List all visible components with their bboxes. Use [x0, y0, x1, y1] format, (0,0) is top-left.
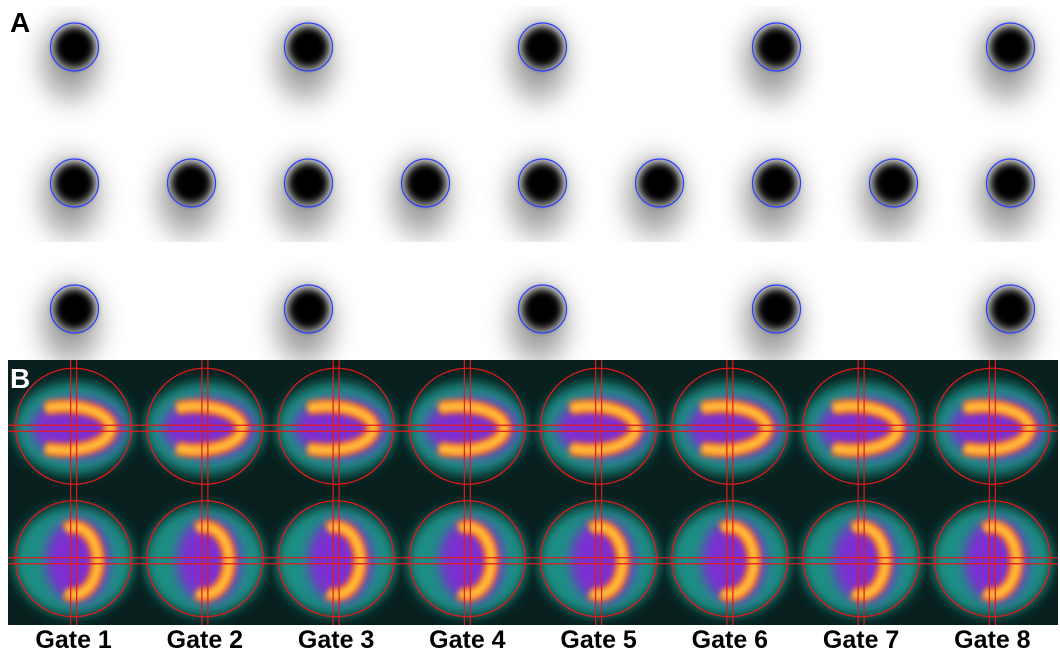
image-content [610, 137, 702, 257]
image-content [961, 137, 1053, 257]
spect-image [727, 1, 819, 121]
panel-a-label: A [10, 7, 30, 38]
core [991, 289, 1031, 329]
spect-image [259, 137, 351, 257]
core [289, 163, 329, 203]
gate-label: Gate 5 [560, 626, 637, 654]
image-content [727, 1, 819, 121]
image-content [259, 1, 351, 121]
image-content [142, 137, 234, 257]
gate-label: Gate 1 [35, 626, 112, 654]
core [289, 289, 329, 329]
spect-image [610, 137, 702, 257]
core [640, 163, 680, 203]
spect-image [259, 1, 351, 121]
image-content [376, 137, 468, 257]
image-content [25, 137, 117, 257]
core [874, 163, 914, 203]
core [55, 163, 95, 203]
spect-image [142, 137, 234, 257]
core [523, 163, 563, 203]
image-content [25, 1, 117, 121]
gate-label: Gate 8 [954, 626, 1031, 654]
spect-image [844, 137, 936, 257]
core [55, 27, 95, 67]
core [757, 289, 797, 329]
core [991, 163, 1031, 203]
spect-image [25, 137, 117, 257]
core [523, 27, 563, 67]
gate-label: Gate 7 [823, 626, 899, 654]
spect-image [727, 137, 819, 257]
core [289, 27, 329, 67]
core [55, 289, 95, 329]
core [523, 289, 563, 329]
spect-image [961, 137, 1053, 257]
core [757, 163, 797, 203]
spect-image [25, 1, 117, 121]
image-content [493, 1, 585, 121]
image-content [727, 137, 819, 257]
gate-label: Gate 3 [298, 626, 374, 654]
image-content [961, 1, 1053, 121]
core [757, 27, 797, 67]
panel-b-label: B [10, 363, 30, 394]
gate-label: Gate 2 [167, 626, 243, 654]
image-content [259, 137, 351, 257]
gate-label: Gate 6 [692, 626, 768, 654]
gate-label: Gate 4 [429, 626, 506, 654]
image-content [844, 137, 936, 257]
core [406, 163, 446, 203]
core [172, 163, 212, 203]
spect-image [493, 137, 585, 257]
spect-image [493, 1, 585, 121]
image-content [493, 137, 585, 257]
spect-image [376, 137, 468, 257]
core [991, 27, 1031, 67]
figure: A B Gate 1 Gate 2 Gate 3 Gate 4 Gate 5 Gate 6… [0, 0, 1060, 658]
spect-image [961, 1, 1053, 121]
